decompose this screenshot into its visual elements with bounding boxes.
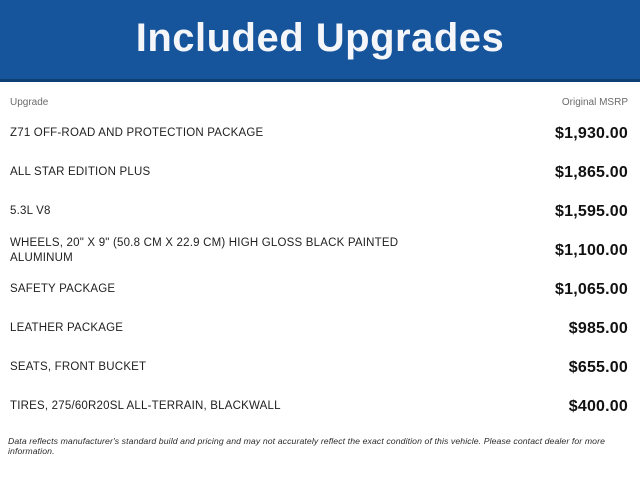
table-row: SAFETY PACKAGE $1,065.00 — [10, 270, 628, 309]
table-row: ALL STAR EDITION PLUS $1,865.00 — [10, 153, 628, 192]
table-row: WHEELS, 20" X 9" (50.8 CM X 22.9 CM) HIG… — [10, 231, 628, 270]
upgrade-label: ALL STAR EDITION PLUS — [10, 166, 151, 179]
upgrade-label: WHEELS, 20" X 9" (50.8 CM X 22.9 CM) HIG… — [10, 237, 399, 264]
upgrade-price: $1,100.00 — [555, 241, 628, 259]
upgrade-label: SEATS, FRONT BUCKET — [10, 361, 147, 374]
upgrades-table: Upgrade Original MSRP Z71 OFF-ROAD AND P… — [0, 82, 640, 426]
upgrade-price: $1,865.00 — [555, 163, 628, 181]
upgrade-label: 5.3L V8 — [10, 205, 51, 218]
table-body: Z71 OFF-ROAD AND PROTECTION PACKAGE $1,9… — [10, 114, 628, 426]
page-title: Included Upgrades — [135, 15, 505, 60]
column-header-original-msrp: Original MSRP — [561, 97, 628, 108]
table-row: TIRES, 275/60R20SL ALL-TERRAIN, BLACKWAL… — [10, 387, 628, 426]
title-banner: Included Upgrades — [0, 0, 640, 82]
column-header-upgrade: Upgrade — [10, 97, 49, 108]
upgrade-price: $655.00 — [568, 358, 628, 376]
upgrade-label: SAFETY PACKAGE — [10, 283, 116, 296]
table-row: Z71 OFF-ROAD AND PROTECTION PACKAGE $1,9… — [10, 114, 628, 153]
disclaimer-text: Data reflects manufacturer's standard bu… — [8, 436, 606, 456]
upgrade-label: LEATHER PACKAGE — [10, 322, 124, 335]
upgrade-price: $985.00 — [568, 319, 628, 337]
upgrade-label: TIRES, 275/60R20SL ALL-TERRAIN, BLACKWAL… — [10, 400, 281, 413]
upgrade-price: $1,065.00 — [555, 280, 628, 298]
table-row: 5.3L V8 $1,595.00 — [10, 192, 628, 231]
table-header-row: Upgrade Original MSRP — [10, 82, 628, 114]
upgrade-price: $400.00 — [568, 397, 628, 415]
upgrade-price: $1,595.00 — [555, 202, 628, 220]
table-row: SEATS, FRONT BUCKET $655.00 — [10, 348, 628, 387]
upgrade-label: Z71 OFF-ROAD AND PROTECTION PACKAGE — [10, 127, 264, 140]
upgrade-price: $1,930.00 — [555, 124, 628, 142]
table-row: LEATHER PACKAGE $985.00 — [10, 309, 628, 348]
